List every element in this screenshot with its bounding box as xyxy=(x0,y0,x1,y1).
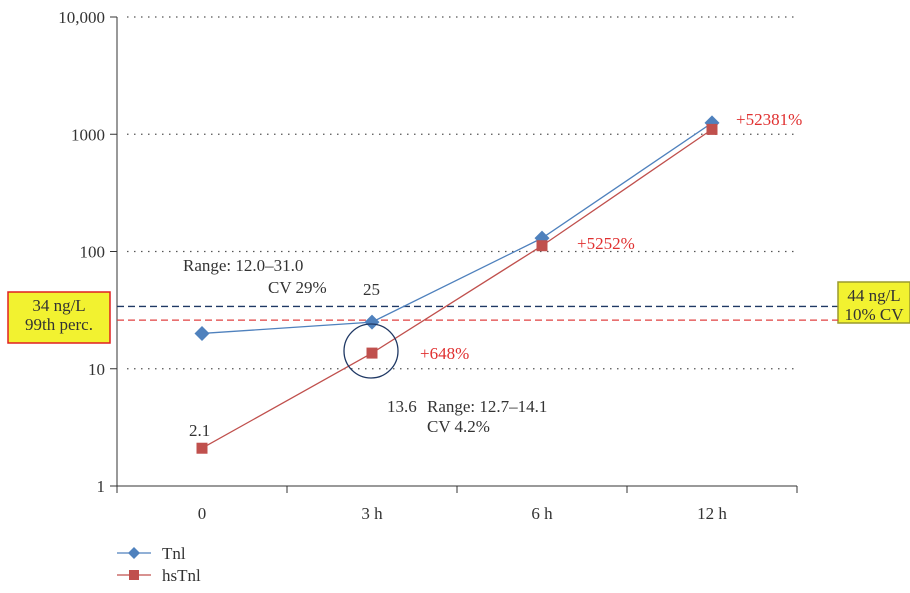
range-tnl-line1: Range: 12.0–31.0 xyxy=(183,256,303,275)
x-tick-label: 3 h xyxy=(361,504,383,523)
annotations: Range: 12.0–31.0 CV 29% 25 13.6 Range: 1… xyxy=(183,110,802,440)
marker-Tnl xyxy=(194,325,210,341)
pct-label-648: +648% xyxy=(420,344,469,363)
range-hs-line2: CV 4.2% xyxy=(427,417,490,436)
marker-Tnl xyxy=(364,314,380,330)
y-tick-label: 1000 xyxy=(71,125,105,144)
value-label-13-6: 13.6 xyxy=(387,397,417,416)
y-tick-label: 100 xyxy=(80,243,106,262)
legend-marker-Tnl xyxy=(128,547,140,559)
x-tick-label: 12 h xyxy=(697,504,727,523)
reference-label-text: 99th perc. xyxy=(25,315,93,334)
series-layer xyxy=(194,115,720,454)
value-label-25: 25 xyxy=(363,280,380,299)
reference-label-box xyxy=(837,281,910,324)
reference-label-text: 10% CV xyxy=(844,305,904,324)
grid-layer xyxy=(127,16,797,370)
reference-label-text: 44 ng/L xyxy=(847,286,900,305)
reference-label-box xyxy=(7,291,111,344)
legend-label-Tnl: Tnl xyxy=(162,544,186,563)
y-tick-label: 1 xyxy=(97,477,106,496)
marker-hsTnl xyxy=(366,347,378,359)
value-label-2-1: 2.1 xyxy=(189,421,210,440)
highlight-circle xyxy=(343,323,399,379)
series-line-Tnl xyxy=(201,122,713,335)
marker-hsTnl xyxy=(536,240,548,252)
pct-label-52381: +52381% xyxy=(736,110,802,129)
y-tick-label: 10,000 xyxy=(58,8,105,27)
legend: Tnl hsTnl xyxy=(117,544,201,585)
marker-hsTnl xyxy=(196,442,208,454)
x-tick-label: 6 h xyxy=(531,504,553,523)
axis-layer: 1 10 100 1000 10,000 0 3 h 6 h 12 h xyxy=(58,8,798,523)
reference-label-text: 34 ng/L xyxy=(32,296,85,315)
range-hs-line1: Range: 12.7–14.1 xyxy=(427,397,547,416)
legend-marker-hsTnl xyxy=(129,570,139,580)
y-tick-label: 10 xyxy=(88,360,105,379)
pct-label-5252: +5252% xyxy=(577,234,635,253)
range-tnl-line2: CV 29% xyxy=(268,278,327,297)
series-line-hsTnl xyxy=(201,128,713,449)
x-tick-label: 0 xyxy=(198,504,207,523)
marker-hsTnl xyxy=(706,123,718,135)
legend-label-hsTnl: hsTnl xyxy=(162,566,201,585)
